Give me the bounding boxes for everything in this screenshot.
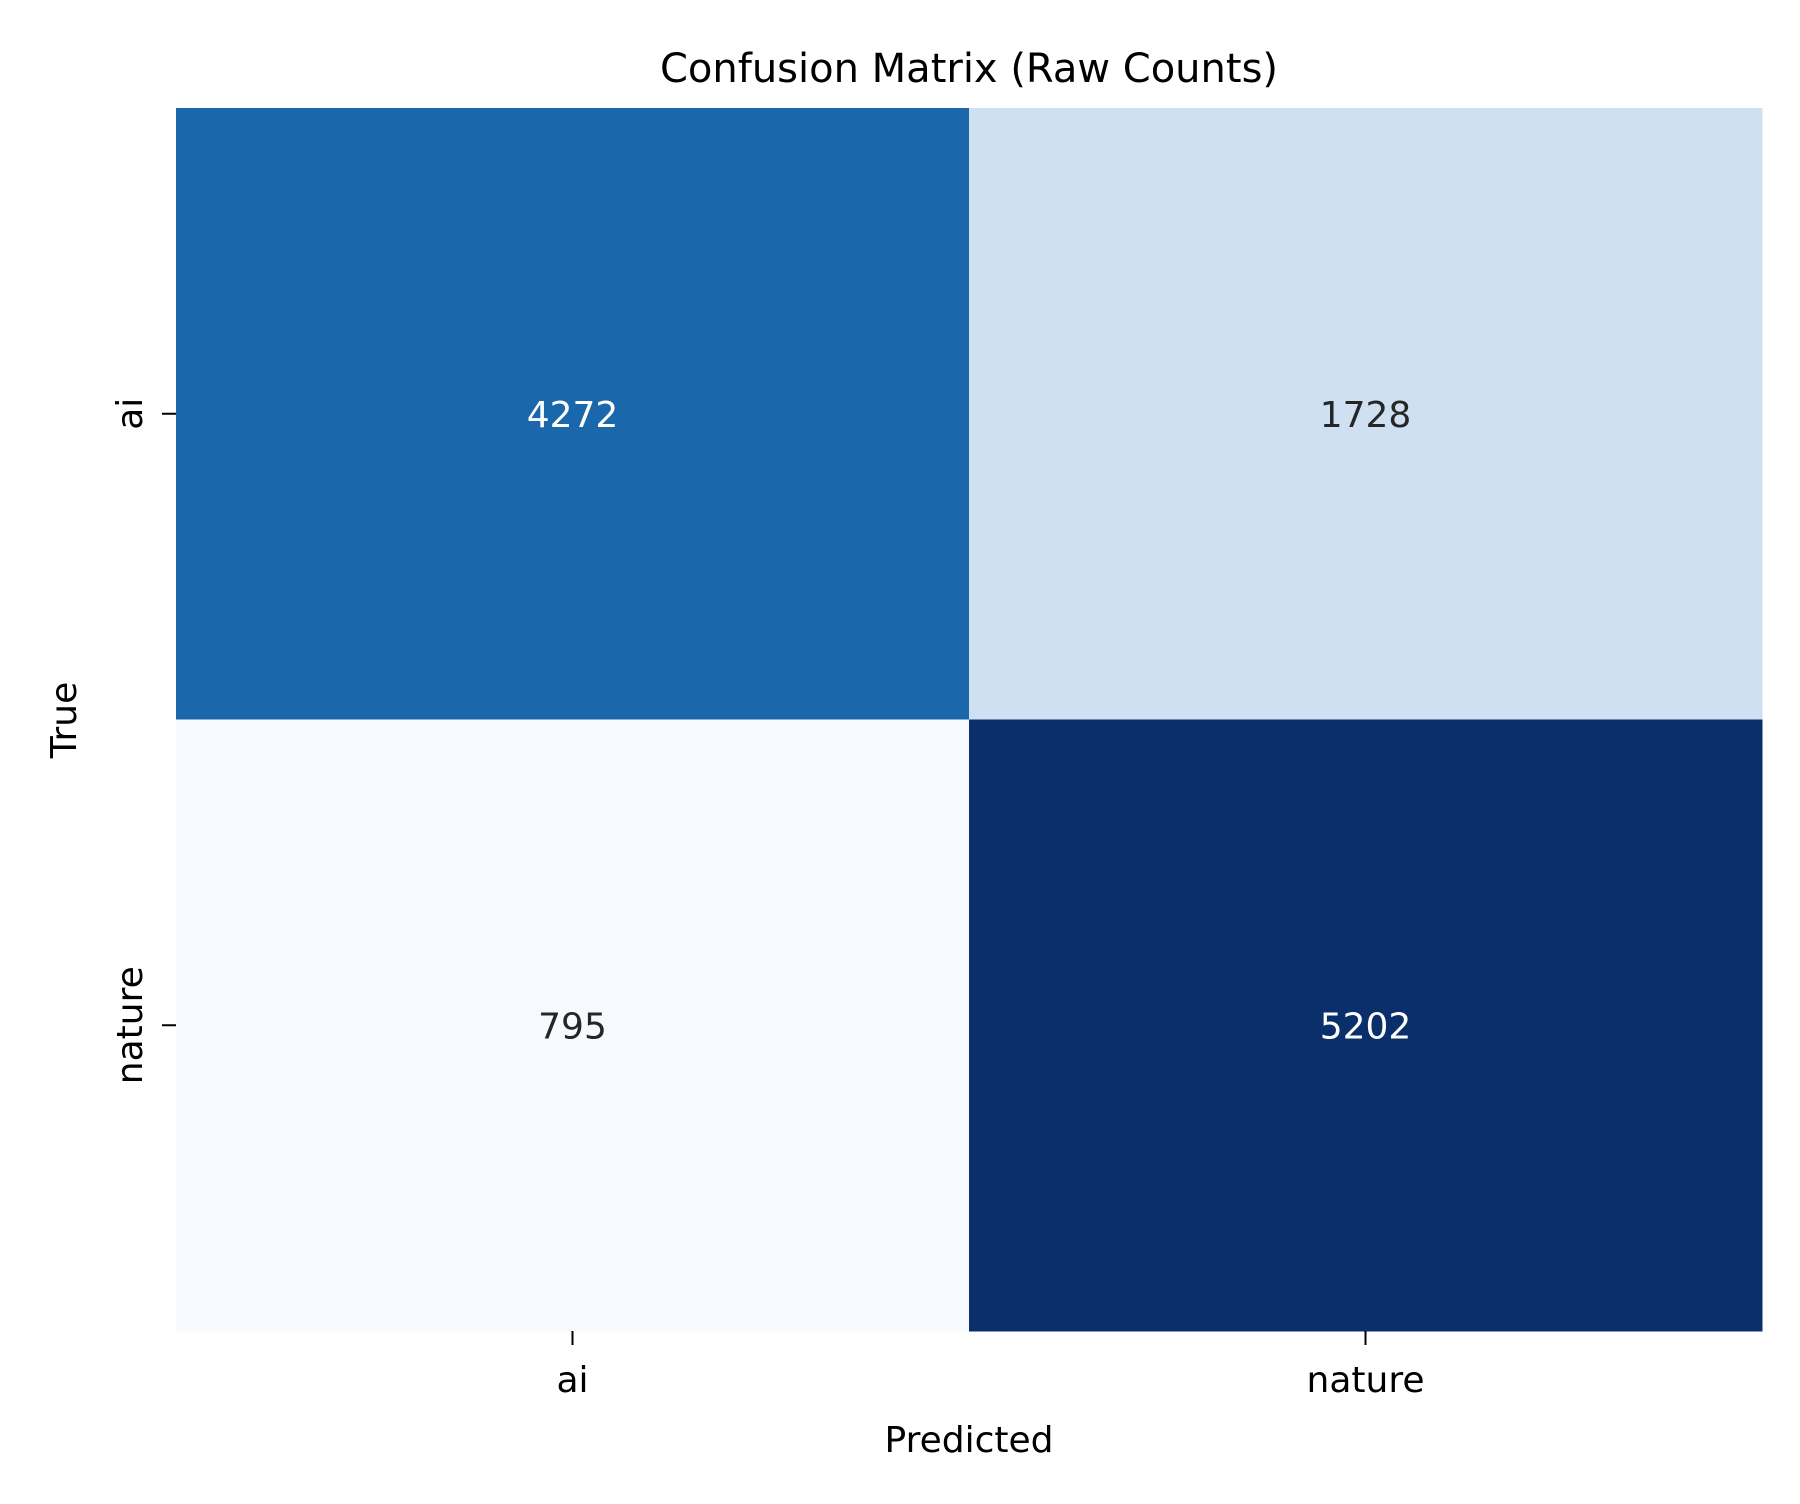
x-tick-label: ai xyxy=(556,1360,588,1401)
heatmap-cell-ai-nature xyxy=(969,108,1763,720)
cell-annotations: 4272 1728 795 5202 xyxy=(527,395,1412,1048)
heatmap-cells xyxy=(176,108,1763,1332)
y-tick-label: ai xyxy=(110,398,151,430)
x-axis: ai nature xyxy=(556,1331,1424,1401)
cell-value-label: 5202 xyxy=(1320,1006,1412,1047)
y-axis-label: True xyxy=(44,682,85,759)
y-axis: ai nature xyxy=(110,398,176,1084)
x-axis-label: Predicted xyxy=(885,1420,1054,1461)
heatmap-cell-nature-nature xyxy=(969,719,1763,1332)
cell-value-label: 795 xyxy=(538,1006,607,1047)
heatmap-cell-ai-ai xyxy=(176,108,970,720)
chart-title: Confusion Matrix (Raw Counts) xyxy=(660,46,1278,92)
cell-value-label: 4272 xyxy=(527,395,619,436)
y-tick-label: nature xyxy=(110,966,151,1084)
cell-value-label: 1728 xyxy=(1320,395,1412,436)
x-tick-label: nature xyxy=(1307,1360,1425,1401)
heatmap-cell-nature-ai xyxy=(176,719,970,1332)
